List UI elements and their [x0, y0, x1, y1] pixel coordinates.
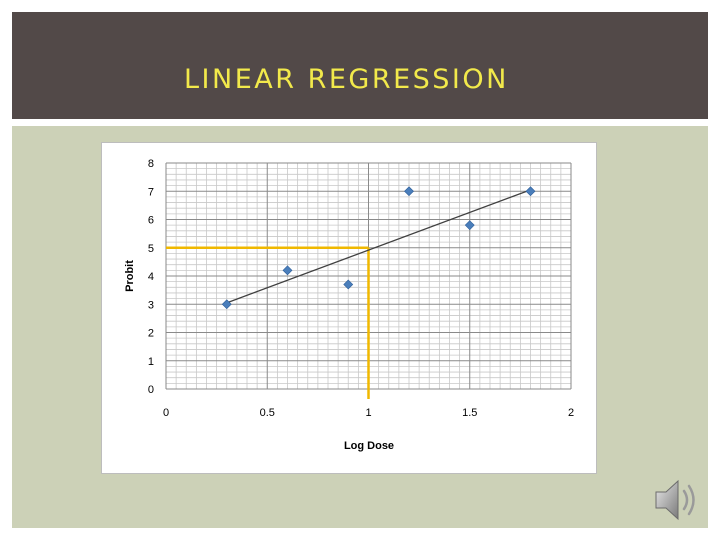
y-tick-label: 0: [148, 384, 154, 396]
major-gridlines: [165, 162, 572, 390]
x-tick-label: 1.5: [462, 407, 477, 419]
y-tick-label: 1: [148, 356, 154, 368]
y-tick-label: 7: [148, 186, 154, 198]
data-point-marker: [464, 220, 475, 231]
speaker-icon[interactable]: [652, 476, 702, 524]
x-tick-label: 0: [163, 407, 169, 419]
data-points: [221, 186, 536, 310]
trendline-group: [226, 189, 531, 304]
data-point-marker: [343, 279, 354, 290]
data-point-marker: [282, 265, 293, 276]
x-tick-label: 2: [568, 407, 574, 419]
data-point-marker: [525, 186, 536, 197]
tick-labels: 0 0.5 1 1.5 2 0 1 2 3 4 5 6 7 8: [148, 158, 574, 419]
slide-title: LINEAR REGRESSION: [184, 64, 509, 95]
chart-frame: 0 0.5 1 1.5 2 0 1 2 3 4 5 6 7 8 Log Dose Probit: [101, 142, 597, 474]
y-tick-label: 3: [148, 299, 154, 311]
probit-chart: 0 0.5 1 1.5 2 0 1 2 3 4 5 6 7 8 Log Dose Probit: [124, 158, 574, 452]
trendline: [226, 189, 531, 304]
title-bar: LINEAR REGRESSION: [12, 12, 708, 119]
x-axis-label: Log Dose: [344, 440, 394, 452]
y-tick-label: 6: [148, 215, 154, 227]
y-axis-label: Probit: [124, 260, 136, 292]
x-tick-label: 1: [365, 407, 371, 419]
y-tick-label: 8: [148, 158, 154, 170]
reference-lines: [166, 246, 370, 399]
y-tick-label: 5: [148, 243, 154, 255]
y-tick-label: 2: [148, 328, 154, 340]
x-tick-label: 0.5: [260, 407, 275, 419]
data-point-marker: [221, 299, 232, 310]
data-point-marker: [404, 186, 414, 197]
y-tick-label: 4: [148, 271, 154, 283]
